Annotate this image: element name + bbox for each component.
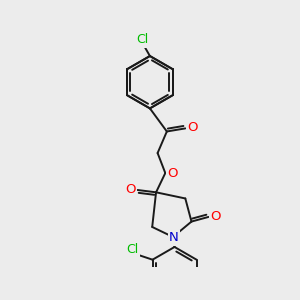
Text: O: O — [167, 167, 178, 180]
Text: N: N — [169, 231, 178, 244]
Text: O: O — [210, 210, 220, 223]
Text: O: O — [187, 121, 197, 134]
Text: Cl: Cl — [126, 243, 139, 256]
Text: Cl: Cl — [136, 33, 148, 46]
Text: O: O — [125, 183, 136, 196]
